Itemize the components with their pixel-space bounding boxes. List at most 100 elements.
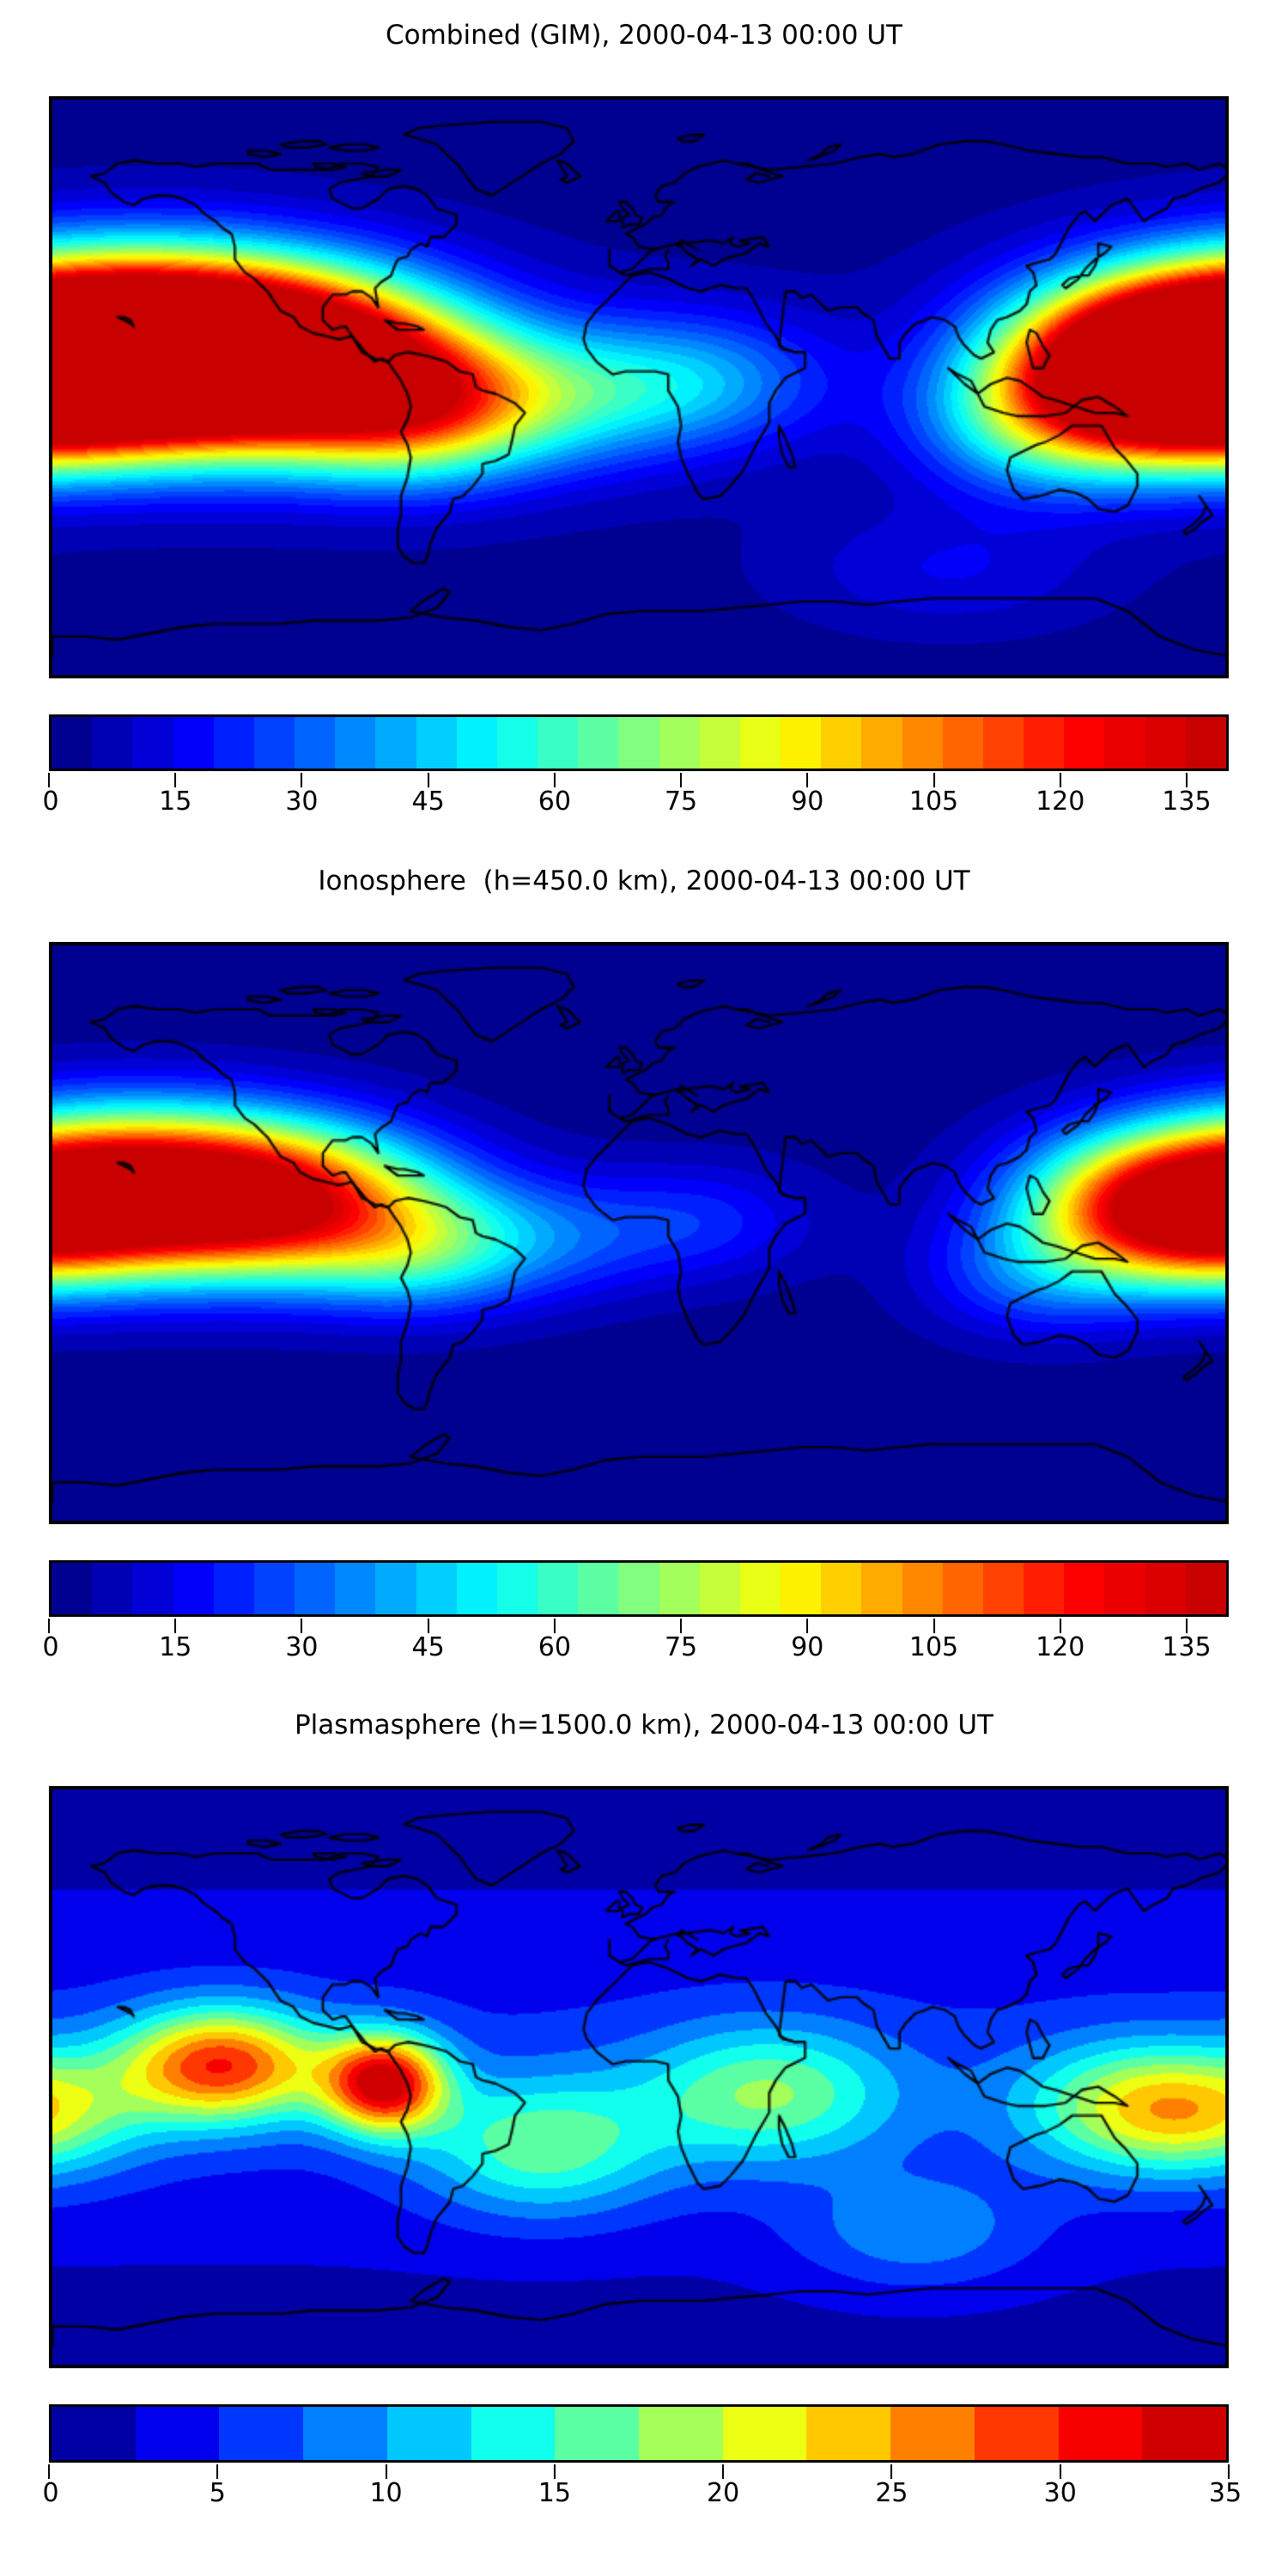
colorbar-tick-mark <box>806 1619 809 1633</box>
colorbar-tick-mark <box>174 1619 177 1633</box>
colorbar-tick-mark <box>48 1619 50 1633</box>
colorbar-band <box>295 717 336 769</box>
colorbar-tick-mark <box>553 773 556 787</box>
colorbar-tick-label: 120 <box>1036 787 1085 817</box>
colorbar-band <box>639 2407 723 2460</box>
colorbar-tick-mark <box>722 2464 725 2479</box>
colorbar-tick-mark <box>427 1619 429 1633</box>
colorbar-band <box>1185 717 1226 769</box>
colorbar-band <box>659 717 700 769</box>
colorbar-band <box>538 717 579 769</box>
colorbar-band <box>52 717 93 769</box>
panel-title-plasmasphere: Plasmasphere (h=1500.0 km), 2000-04-13 0… <box>294 1710 993 1741</box>
colorbar-band <box>722 2407 807 2460</box>
colorbar-tick-mark <box>553 1619 556 1633</box>
colorbar-band <box>1145 1563 1186 1614</box>
colorbar-tick-label: 120 <box>1036 1632 1085 1662</box>
colorbar-tick-label: 105 <box>908 787 959 817</box>
colorbar-band <box>861 1563 902 1614</box>
colorbar-band <box>1058 2407 1143 2460</box>
colorbar-band <box>982 1563 1024 1614</box>
colorbar-tick-mark <box>48 773 50 787</box>
colorbar-ionosphere[interactable] <box>49 1560 1229 1617</box>
colorbar-band <box>375 717 416 769</box>
map-ionosphere <box>49 942 1229 1524</box>
colorbar-tick-mark <box>1185 1619 1188 1633</box>
colorbar-tick-mark <box>385 2464 387 2479</box>
map-canvas-combined-gim <box>52 100 1225 675</box>
colorbar-band <box>213 717 254 769</box>
colorbar-tick-label: 15 <box>159 1632 192 1662</box>
colorbar-band <box>135 2407 220 2460</box>
colorbar-band <box>303 2407 387 2460</box>
map-plasmasphere <box>49 1786 1229 2368</box>
colorbar-band <box>496 1563 538 1614</box>
colorbar-tick-label: 30 <box>285 787 319 817</box>
colorbar-band <box>1145 717 1186 769</box>
colorbar-tick-label: 45 <box>411 1632 445 1662</box>
colorbar-band <box>890 2407 975 2460</box>
colorbar-tick-mark <box>174 773 177 787</box>
colorbar-tick-label: 90 <box>791 787 824 817</box>
colorbar-tick-label: 20 <box>707 2478 740 2508</box>
colorbar-band <box>456 717 497 769</box>
colorbar-band <box>52 1563 93 1614</box>
panel-combined-gim: Combined (GIM), 2000-04-13 00:00 UT 0 15 3… <box>0 0 1288 859</box>
colorbar-band <box>781 717 822 769</box>
colorbar-tick-mark <box>806 773 809 787</box>
colorbar-band <box>219 2407 304 2460</box>
colorbar-band <box>92 717 133 769</box>
colorbar-plasmasphere[interactable] <box>49 2404 1229 2463</box>
colorbar-tick-mark <box>680 1619 683 1633</box>
colorbar-band <box>173 1563 214 1614</box>
colorbar-tick-mark <box>933 1619 935 1633</box>
colorbar-band <box>578 1563 619 1614</box>
colorbar-tick-mark <box>216 2464 219 2479</box>
colorbar-band <box>806 2407 891 2460</box>
colorbar-band <box>1104 717 1145 769</box>
colorbar-tick-mark <box>301 773 303 787</box>
colorbar-gradient-combined-gim[interactable] <box>49 714 1229 771</box>
colorbar-band <box>821 717 862 769</box>
colorbar-band <box>253 717 295 769</box>
colorbar-band <box>1104 1563 1145 1614</box>
colorbar-band <box>471 2407 556 2460</box>
colorbar-band <box>699 1563 740 1614</box>
colorbar-tick-label: 60 <box>538 1632 571 1662</box>
colorbar-band <box>699 717 740 769</box>
colorbar-gradient-plasmasphere[interactable] <box>49 2404 1229 2463</box>
colorbar-band <box>821 1563 862 1614</box>
colorbar-band <box>739 717 781 769</box>
colorbar-tick-mark <box>1059 1619 1061 1633</box>
colorbar-band <box>375 1563 416 1614</box>
colorbar-tick-mark <box>1059 2464 1061 2479</box>
panel-plasmasphere: Plasmasphere (h=1500.0 km), 2000-04-13 0… <box>0 1690 1288 2576</box>
map-canvas-plasmasphere <box>52 1789 1225 2365</box>
colorbar-gradient-ionosphere[interactable] <box>49 1560 1229 1617</box>
colorbar-combined-gim[interactable] <box>49 714 1229 771</box>
colorbar-tick-mark <box>553 2464 556 2479</box>
colorbar-band <box>335 1563 376 1614</box>
colorbar-tick-label: 30 <box>285 1632 319 1662</box>
colorbar-band <box>659 1563 700 1614</box>
colorbar-band <box>942 1563 983 1614</box>
colorbar-band <box>132 1563 173 1614</box>
colorbar-band <box>902 1563 943 1614</box>
colorbar-axis-plasmasphere: 0 5 10 15 20 25 30 35 <box>42 2464 1242 2514</box>
colorbar-band <box>1142 2407 1227 2460</box>
colorbar-band <box>781 1563 822 1614</box>
colorbar-band <box>861 717 902 769</box>
colorbar-tick-mark <box>890 2464 893 2479</box>
colorbar-band <box>1064 717 1105 769</box>
colorbar-band <box>253 1563 295 1614</box>
colorbar-band <box>1064 1563 1105 1614</box>
colorbar-band <box>974 2407 1059 2460</box>
map-combined-gim <box>49 96 1229 678</box>
colorbar-tick-mark <box>301 1619 303 1633</box>
colorbar-tick-mark <box>1228 2464 1230 2479</box>
colorbar-band <box>496 717 538 769</box>
colorbar-tick-label: 0 <box>42 787 59 817</box>
colorbar-band <box>456 1563 497 1614</box>
colorbar-band <box>386 2407 471 2460</box>
